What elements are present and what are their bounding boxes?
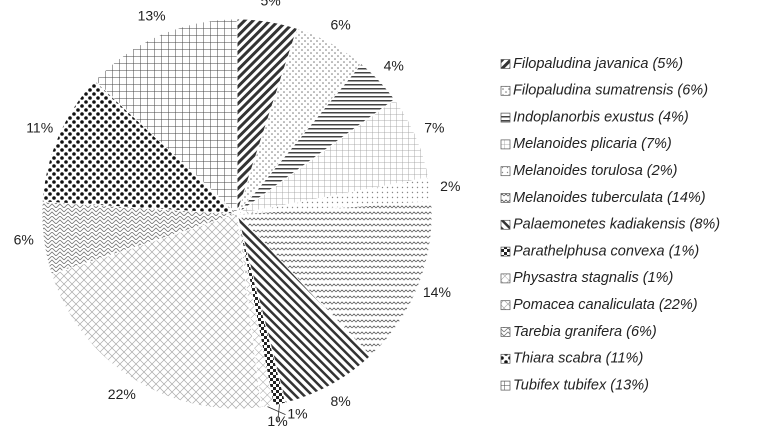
pie-slice: [94, 18, 238, 215]
data-label: 5%: [261, 0, 281, 8]
legend-label: Filopaludina javanica (5%): [513, 56, 683, 72]
legend-swatch: [500, 112, 511, 123]
legend-swatch: [500, 219, 511, 230]
legend-label: Melanoides plicaria (7%): [513, 136, 672, 152]
data-label: 6%: [14, 232, 34, 248]
data-label: 6%: [330, 16, 350, 32]
legend-swatch: [500, 193, 511, 203]
legend-label: Palaemonetes kadiakensis (8%): [513, 217, 720, 233]
legend-label: Thiara scabra (11%): [513, 351, 643, 367]
leader-line: [267, 406, 286, 415]
leader-line: [277, 404, 280, 423]
legend-label: Melanoides tuberculata (14%): [513, 190, 706, 206]
legend-label: Melanoides torulosa (2%): [513, 163, 677, 179]
legend-label: Tarebia granifera (6%): [513, 324, 657, 340]
legend-label: Pomacea canaliculata (22%): [513, 297, 698, 313]
data-label: 1%: [267, 413, 287, 429]
legend-swatch: [500, 380, 511, 391]
data-label: 2%: [440, 178, 460, 194]
legend-swatch: [500, 85, 511, 96]
legend-swatch: [500, 139, 511, 150]
pie-slice: [236, 213, 372, 404]
legend-swatch: [500, 273, 511, 284]
data-label: 7%: [424, 119, 444, 135]
pie-slice: [51, 213, 262, 410]
data-label: 1%: [287, 405, 307, 421]
data-label: 22%: [108, 386, 136, 402]
pie-slice: [236, 201, 433, 357]
data-label: 14%: [423, 284, 451, 300]
data-label: 11%: [26, 119, 53, 135]
legend-swatch: [500, 59, 511, 69]
data-label: 4%: [384, 58, 404, 74]
legend-label: Tubifex tubifex (13%): [513, 377, 649, 393]
legend-swatch: [500, 353, 511, 364]
data-label: 13%: [138, 7, 166, 23]
pie-slice: [41, 79, 239, 215]
legend-label: Filopaludina sumatrensis (6%): [513, 83, 708, 99]
legend-label: Indoplanorbis exustus (4%): [513, 109, 689, 125]
legend-label: Parathelphusa convexa (1%): [513, 243, 699, 259]
legend-swatch: [500, 246, 511, 257]
legend-swatch: [500, 300, 511, 311]
legend-label: Physastra stagnalis (1%): [513, 270, 673, 286]
legend-swatch: [500, 166, 511, 177]
legend-swatch: [500, 327, 511, 337]
data-label: 8%: [330, 393, 350, 409]
